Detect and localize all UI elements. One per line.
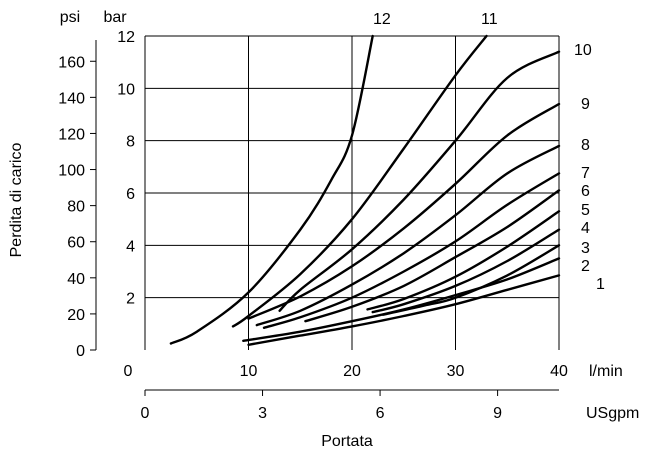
curve-1 xyxy=(247,274,561,346)
curve-label-5: 5 xyxy=(581,202,590,219)
curve-9 xyxy=(247,102,561,320)
bar-tick-label: 12 xyxy=(117,29,135,46)
bar-tick-label: 10 xyxy=(117,81,135,98)
curve-8 xyxy=(255,144,561,327)
bar-unit-label: bar xyxy=(103,9,127,26)
curve-label-6: 6 xyxy=(581,183,590,200)
lmin-tick-label: 0 xyxy=(124,363,133,380)
psi-tick-label: 40 xyxy=(67,271,85,288)
curve-label-1: 1 xyxy=(596,276,605,293)
psi-tick-label: 160 xyxy=(58,54,85,71)
curve-6 xyxy=(304,189,561,323)
curve-12 xyxy=(169,34,374,345)
lmin-unit-label: l/min xyxy=(589,363,623,380)
lmin-tick-label: 10 xyxy=(240,363,258,380)
curve-label-7: 7 xyxy=(581,165,590,182)
usgpm-tick-label: 3 xyxy=(258,405,267,422)
usgpm-tick-label: 6 xyxy=(376,405,385,422)
psi-tick-label: 80 xyxy=(67,199,85,216)
psi-tick-label: 0 xyxy=(76,343,85,360)
psi-tick-label: 60 xyxy=(67,235,85,252)
curve-label-4: 4 xyxy=(581,220,590,237)
curve-label-12: 12 xyxy=(373,11,391,28)
lmin-tick-label: 20 xyxy=(343,363,361,380)
bar-tick-label: 4 xyxy=(126,238,135,255)
bar-tick-label: 8 xyxy=(126,134,135,151)
lmin-tick-label: 30 xyxy=(447,363,465,380)
lmin-tick-label: 40 xyxy=(550,363,568,380)
usgpm-unit-label: USgpm xyxy=(586,405,639,422)
curve-label-10: 10 xyxy=(574,42,592,59)
curve-7 xyxy=(262,172,561,329)
series-layer xyxy=(169,34,561,346)
x-axis-title: Portata xyxy=(321,433,373,450)
curve-label-3: 3 xyxy=(581,240,590,257)
axis-layer xyxy=(90,36,559,396)
psi-tick-label: 100 xyxy=(58,163,85,180)
bar-tick-label: 2 xyxy=(126,291,135,308)
usgpm-tick-label: 9 xyxy=(493,405,502,422)
psi-tick-label: 20 xyxy=(67,307,85,324)
curve-label-11: 11 xyxy=(481,11,498,28)
curve-label-8: 8 xyxy=(581,137,590,154)
bar-tick-label: 6 xyxy=(126,186,135,203)
psi-unit-label: psi xyxy=(60,9,80,26)
psi-tick-label: 140 xyxy=(58,90,85,107)
curve-4 xyxy=(371,228,561,314)
y-axis-title: Perdita di carico xyxy=(8,143,25,258)
usgpm-tick-label: 0 xyxy=(141,405,150,422)
curve-label-9: 9 xyxy=(581,96,590,113)
curve-label-2: 2 xyxy=(581,258,590,275)
curve-11 xyxy=(231,34,488,328)
psi-tick-label: 120 xyxy=(58,126,85,143)
grid-layer xyxy=(145,35,560,350)
curve-3 xyxy=(381,244,561,316)
curve-5 xyxy=(366,210,561,311)
curve-10 xyxy=(278,50,561,312)
